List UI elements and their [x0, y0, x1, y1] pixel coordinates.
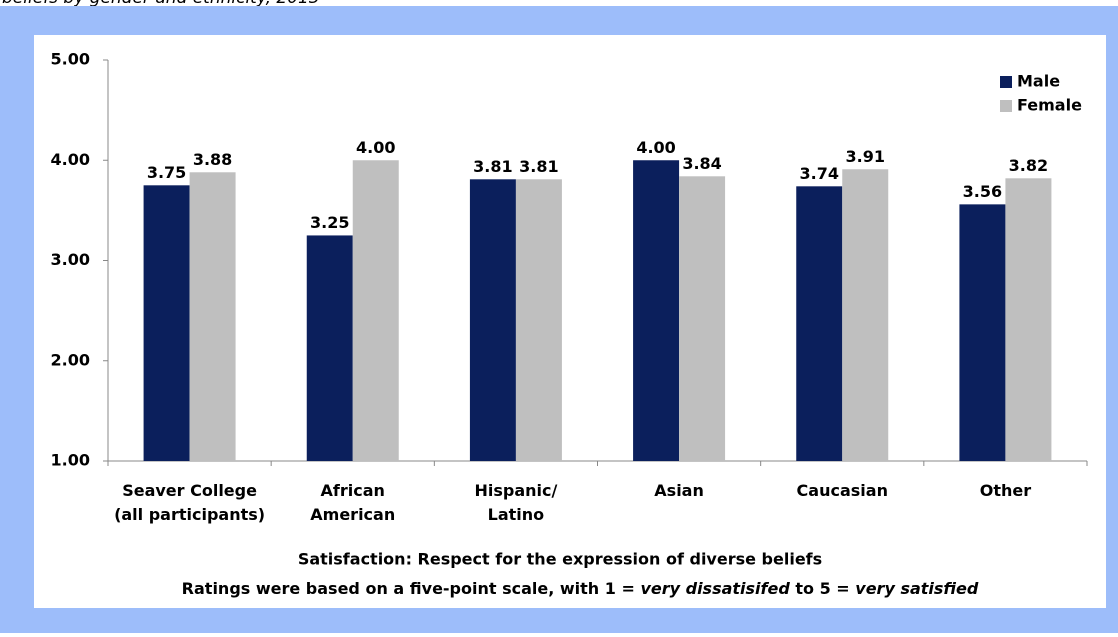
x-tick-line: Asian: [654, 481, 704, 500]
bar: [842, 169, 889, 461]
y-tick-label: 1.00: [51, 451, 90, 470]
y-tick-label: 2.00: [51, 350, 90, 369]
value-label: 3.75: [147, 163, 186, 182]
bar: [515, 179, 562, 462]
legend-swatch: [1000, 100, 1012, 112]
bar: [469, 179, 516, 462]
value-label: 3.56: [963, 182, 1002, 201]
bar: [1005, 178, 1052, 462]
bar: [189, 172, 236, 461]
x-tick-line: Seaver College: [122, 481, 257, 500]
value-label: 3.81: [519, 157, 558, 176]
note: Ratings were based on a five-point scale…: [182, 579, 979, 598]
note-part: Ratings were based on a five-point scale…: [182, 579, 641, 598]
x-tick-line: Hispanic/: [474, 481, 557, 500]
value-label: 3.82: [1009, 156, 1048, 175]
value-label: 3.91: [846, 147, 885, 166]
note-part: very satisfied: [855, 579, 979, 598]
x-tick-line: Latino: [488, 505, 545, 524]
x-tick-line: African: [321, 481, 385, 500]
x-axis-title: Satisfaction: Respect for the expression…: [298, 550, 822, 569]
bar: [679, 176, 726, 462]
bar: [143, 185, 190, 461]
x-tick-line: (all participants): [114, 505, 265, 524]
value-label: 3.81: [473, 157, 512, 176]
x-tick-line: Caucasian: [797, 481, 888, 500]
x-tick-label: Asian: [654, 481, 704, 500]
y-tick-label: 4.00: [51, 150, 90, 169]
value-label: 3.74: [800, 164, 839, 183]
caption: beliefs by gender and ethnicity, 2013: [2, 0, 320, 8]
legend-swatch: [1000, 76, 1012, 88]
x-tick-label: Caucasian: [797, 481, 888, 500]
bar: [959, 204, 1006, 462]
x-tick-line: Other: [980, 481, 1031, 500]
note-part: very dissatisifed: [640, 579, 790, 598]
value-label: 3.84: [682, 154, 721, 173]
value-label: 4.00: [356, 138, 395, 157]
bar: [306, 235, 353, 461]
value-label: 3.88: [193, 150, 232, 169]
legend-label: Female: [1017, 96, 1082, 115]
y-tick-label: 5.00: [51, 50, 90, 69]
x-tick-label: Seaver College (all participants): [114, 481, 265, 524]
bar: [796, 186, 843, 461]
x-tick-label: Other: [980, 481, 1031, 500]
legend-label: Male: [1017, 72, 1060, 91]
bar: [633, 160, 680, 461]
y-tick-label: 3.00: [51, 250, 90, 269]
x-tick-label: African American: [310, 481, 395, 524]
x-tick-line: American: [310, 505, 395, 524]
value-label: 4.00: [636, 138, 675, 157]
bar: [352, 160, 399, 461]
value-label: 3.25: [310, 213, 349, 232]
x-tick-label: Hispanic/Latino: [474, 481, 557, 524]
note-part: to 5 =: [790, 579, 855, 598]
